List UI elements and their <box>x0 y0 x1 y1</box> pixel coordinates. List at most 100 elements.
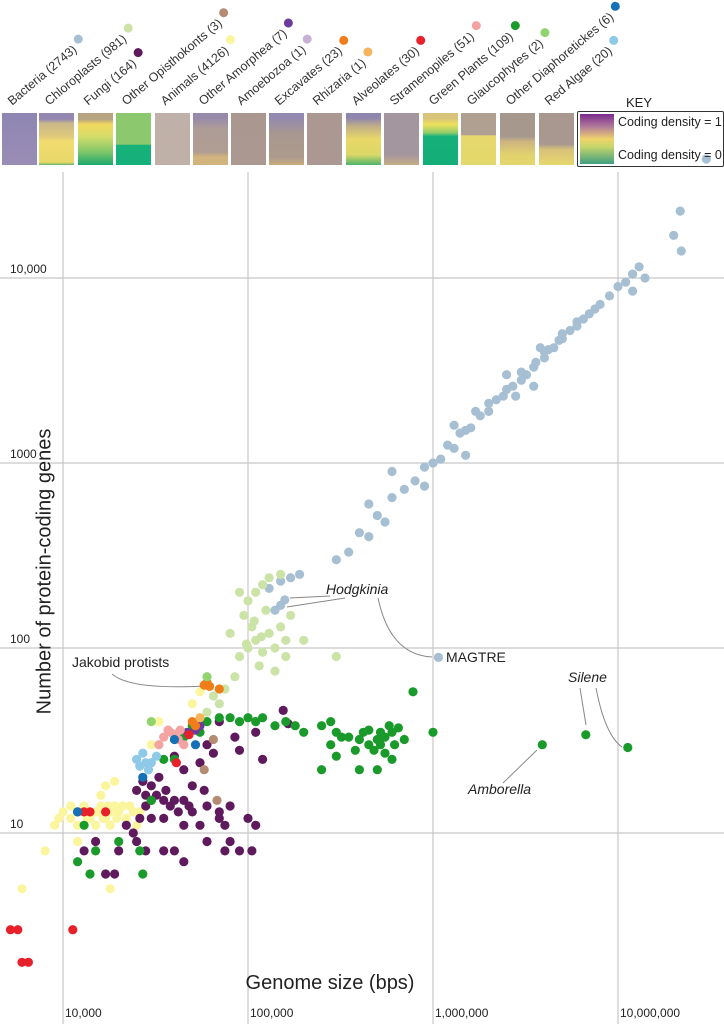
data-point-bacteria <box>449 443 459 453</box>
data-point-bacteria <box>419 462 430 472</box>
data-point-bacteria <box>295 569 305 580</box>
data-point-green-plants <box>91 846 101 856</box>
data-point-animals <box>105 820 115 830</box>
data-point-red-algae <box>135 761 145 771</box>
data-point-green-plants <box>375 727 386 737</box>
data-point-alveolates <box>101 807 111 817</box>
data-point-chloroplasts <box>234 587 245 597</box>
arrow-silene-1 <box>579 687 587 726</box>
data-point-bacteria <box>399 484 409 494</box>
data-point-bacteria <box>634 262 644 272</box>
data-point-chloroplasts <box>258 580 268 590</box>
data-point-fungi <box>202 740 212 750</box>
data-point-bacteria <box>387 493 397 503</box>
data-point-bacteria <box>387 466 397 477</box>
data-point-green-plants <box>159 754 169 765</box>
y-axis-title: Number of protein-coding genes <box>33 428 56 715</box>
data-point-bacteria <box>276 576 286 586</box>
data-point-green-plants <box>336 732 347 742</box>
data-point-bacteria <box>565 325 575 336</box>
data-point-stramenopiles <box>163 725 173 735</box>
data-point-fungi <box>247 846 257 856</box>
data-point-bacteria <box>535 343 545 353</box>
data-point-fungi <box>101 869 111 879</box>
data-point-bacteria <box>428 458 438 468</box>
y-tick-label: 10 <box>10 817 24 831</box>
data-point-animals <box>91 820 101 830</box>
data-point-bacteria <box>449 420 459 430</box>
data-point-green-plants <box>243 713 253 723</box>
data-point-green-plants <box>202 717 212 727</box>
annotation-magtre: MAGTRE <box>446 649 506 665</box>
data-point-fungi <box>202 801 212 811</box>
arrow-hodgkinia-1 <box>289 595 331 599</box>
coding-density-strip <box>231 113 266 165</box>
data-point-animals <box>132 820 142 830</box>
coding-density-key: Coding density = 1 Coding density = 0 <box>577 111 724 167</box>
data-point-bacteria <box>484 398 494 408</box>
data-point-fungi <box>146 781 156 791</box>
data-point-fungi <box>234 745 245 755</box>
data-point-green-plants <box>326 717 336 727</box>
data-point-animals <box>118 801 128 811</box>
data-point-animals <box>73 820 83 830</box>
data-point-green-plants <box>281 717 291 727</box>
coding-density-strip <box>307 113 342 165</box>
data-point-stramenopiles <box>159 732 169 742</box>
coding-density-strip <box>539 113 574 165</box>
data-point-fungi <box>243 813 253 824</box>
data-point-bacteria <box>604 291 615 301</box>
data-point-chloroplasts <box>281 651 291 662</box>
data-point-green-plants <box>387 754 397 765</box>
data-point-fungi <box>173 807 183 817</box>
data-point-fungi <box>179 857 189 867</box>
data-point-stramenopiles <box>179 740 189 750</box>
data-point-chloroplasts <box>202 707 212 717</box>
data-point-other-diaphoretickes <box>73 807 83 817</box>
data-point-bacteria <box>511 391 521 401</box>
key-title: KEY <box>626 95 653 110</box>
data-point-fungi <box>251 820 261 830</box>
data-point-bacteria <box>433 652 443 663</box>
data-point-green-plants <box>135 846 145 856</box>
data-point-glaucophytes <box>146 717 156 727</box>
data-point-fungi <box>161 785 171 796</box>
data-point-green-plants <box>350 745 360 755</box>
coding-density-strip <box>346 113 381 165</box>
annotation-jakobid: Jakobid protists <box>72 654 170 670</box>
coding-density-strip <box>78 113 113 165</box>
data-point-animals <box>96 790 106 800</box>
data-point-stramenopiles <box>154 740 164 750</box>
data-point-green-plants <box>428 727 438 737</box>
data-point-green-plants <box>380 748 390 758</box>
arrow-amborella <box>502 749 538 784</box>
data-point-bacteria <box>410 476 420 486</box>
data-point-green-plants <box>408 687 418 697</box>
x-tick-label: 100,000 <box>250 1006 294 1020</box>
data-point-green-plants <box>317 721 327 731</box>
data-point-green-plants <box>369 745 379 755</box>
data-point-fungi <box>146 813 156 824</box>
key-bottom-label: Coding density = 0 <box>618 148 722 162</box>
data-point-fungi <box>214 813 224 824</box>
data-point-animals <box>17 884 27 894</box>
data-point-animals <box>110 776 120 787</box>
data-point-bacteria <box>270 605 280 615</box>
data-point-fungi <box>179 765 189 775</box>
data-point-green-plants <box>372 765 382 775</box>
data-point-other-diaphoretickes <box>138 772 148 782</box>
data-point-fungi <box>159 813 169 824</box>
data-point-green-plants <box>299 727 309 737</box>
data-point-animals <box>112 813 122 824</box>
data-point-animals <box>135 807 145 817</box>
data-point-chloroplasts <box>261 605 271 615</box>
data-point-chloroplasts <box>258 647 268 657</box>
data-point-chloroplasts <box>214 699 224 709</box>
data-point-fungi <box>121 820 131 830</box>
data-point-fungi <box>128 828 138 838</box>
data-point-bacteria <box>372 510 382 521</box>
data-point-animals <box>49 820 60 830</box>
data-point-chloroplasts <box>299 635 309 645</box>
data-point-green-plants <box>354 765 364 775</box>
data-point-animals <box>105 884 115 894</box>
